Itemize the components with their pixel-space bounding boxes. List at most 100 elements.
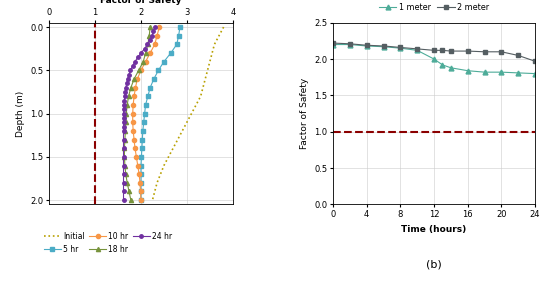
18 hr: [121, 147, 128, 150]
Initial: [206, 60, 213, 63]
24 hr: [147, 38, 153, 42]
1 meter: [532, 72, 538, 75]
5 hr: [168, 51, 174, 55]
24 hr: [120, 129, 127, 133]
2 meter: [448, 49, 454, 53]
1 meter: [448, 66, 454, 70]
24 hr: [127, 69, 134, 72]
Initial: [179, 129, 186, 133]
10 hr: [132, 147, 138, 150]
2 meter: [330, 41, 336, 45]
Line: 24 hr: 24 hr: [122, 25, 157, 202]
1 meter: [465, 69, 471, 72]
5 hr: [139, 147, 145, 150]
18 hr: [146, 34, 152, 37]
Legend: Initial, 5 hr, 10 hr, 18 hr, 24 hr: Initial, 5 hr, 10 hr, 18 hr, 24 hr: [44, 232, 172, 254]
18 hr: [131, 77, 138, 81]
Line: Initial: Initial: [152, 27, 224, 200]
5 hr: [140, 129, 146, 133]
Initial: [202, 77, 209, 81]
18 hr: [125, 95, 132, 98]
18 hr: [143, 51, 149, 55]
10 hr: [129, 120, 136, 124]
18 hr: [123, 112, 129, 115]
24 hr: [121, 103, 127, 107]
10 hr: [147, 51, 153, 55]
10 hr: [129, 112, 136, 115]
24 hr: [126, 73, 132, 76]
24 hr: [120, 116, 127, 120]
5 hr: [161, 60, 167, 63]
1 meter: [439, 63, 446, 66]
10 hr: [131, 138, 138, 141]
2 meter: [397, 46, 403, 49]
2 meter: [465, 49, 471, 53]
2 meter: [498, 50, 505, 53]
Y-axis label: Factor of Safety: Factor of Safety: [300, 78, 309, 149]
18 hr: [128, 86, 134, 89]
24 hr: [120, 125, 127, 128]
18 hr: [140, 60, 146, 63]
10 hr: [136, 172, 143, 176]
1 meter: [498, 70, 505, 74]
10 hr: [131, 95, 138, 98]
24 hr: [120, 138, 127, 141]
24 hr: [120, 155, 127, 158]
24 hr: [124, 77, 131, 81]
Line: 10 hr: 10 hr: [130, 25, 162, 202]
18 hr: [122, 138, 128, 141]
10 hr: [132, 86, 139, 89]
18 hr: [122, 172, 129, 176]
18 hr: [124, 181, 130, 185]
10 hr: [143, 60, 149, 63]
1 meter: [347, 43, 353, 46]
1 meter: [515, 71, 521, 75]
10 hr: [130, 129, 136, 133]
24 hr: [122, 90, 129, 94]
24 hr: [132, 60, 138, 63]
X-axis label: Time (hours): Time (hours): [401, 225, 467, 234]
Initial: [161, 164, 167, 167]
1 meter: [414, 49, 420, 52]
Initial: [170, 147, 176, 150]
18 hr: [128, 199, 134, 202]
24 hr: [138, 51, 144, 55]
10 hr: [151, 43, 158, 46]
10 hr: [134, 77, 140, 81]
24 hr: [120, 120, 127, 124]
24 hr: [129, 64, 136, 68]
24 hr: [123, 82, 130, 85]
2 meter: [515, 54, 521, 57]
2 meter: [431, 49, 437, 52]
Line: 2 meter: 2 meter: [331, 41, 537, 64]
Initial: [221, 25, 227, 29]
5 hr: [143, 103, 149, 107]
Initial: [211, 43, 218, 46]
Y-axis label: Depth (m): Depth (m): [16, 91, 25, 137]
2 meter: [439, 49, 446, 52]
Line: 1 meter: 1 meter: [331, 42, 537, 76]
24 hr: [120, 164, 127, 167]
10 hr: [130, 103, 136, 107]
1 meter: [482, 70, 488, 74]
2 meter: [364, 43, 370, 47]
10 hr: [136, 181, 143, 185]
Line: 18 hr: 18 hr: [122, 25, 152, 202]
24 hr: [120, 147, 127, 150]
24 hr: [120, 181, 127, 185]
Initial: [188, 112, 195, 115]
24 hr: [144, 43, 151, 46]
24 hr: [149, 34, 155, 37]
10 hr: [154, 34, 161, 37]
2 meter: [532, 60, 538, 63]
5 hr: [175, 34, 182, 37]
18 hr: [147, 25, 153, 29]
5 hr: [145, 95, 151, 98]
10 hr: [134, 164, 141, 167]
Initial: [197, 95, 204, 98]
24 hr: [121, 99, 128, 102]
Text: (b): (b): [426, 259, 442, 269]
24 hr: [120, 112, 127, 115]
24 hr: [150, 30, 157, 33]
5 hr: [138, 172, 144, 176]
